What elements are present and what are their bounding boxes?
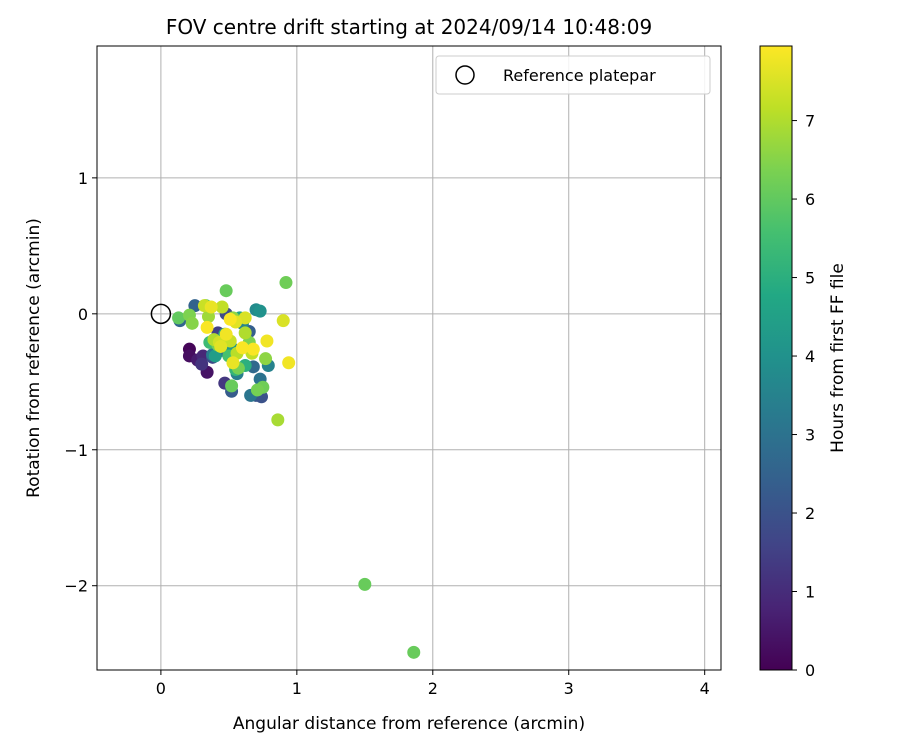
legend-entry-label: Reference platepar: [503, 66, 656, 85]
scatter-point: [238, 326, 252, 340]
y-tick-label: −2: [64, 577, 88, 596]
colorbar: 0 1 2 3 4 5 6 7 Hours from first FF file: [759, 45, 848, 680]
scatter-point: [219, 284, 233, 298]
y-axis-ticks: −2 −1 0 1: [64, 169, 97, 596]
plot-area-frame: [96, 45, 722, 671]
chart-title: FOV centre drift starting at 2024/09/14 …: [166, 15, 652, 39]
legend-box: [435, 55, 711, 95]
scatter-point: [225, 379, 239, 393]
x-tick-label: 0: [156, 679, 166, 698]
colorbar-gradient: [759, 45, 793, 671]
scatter-point: [259, 352, 273, 366]
scatter-point: [253, 304, 267, 318]
scatter-point: [204, 300, 218, 314]
y-tick-label: 1: [78, 169, 88, 188]
scatter-point: [185, 316, 199, 330]
y-tick-label: −1: [64, 441, 88, 460]
x-axis-ticks: 0 1 2 3 4: [156, 670, 710, 698]
scatter-point: [246, 342, 260, 356]
x-tick-label: 1: [292, 679, 302, 698]
scatter-point: [279, 276, 293, 290]
data-points: [172, 276, 421, 659]
reference-marker: [150, 303, 172, 325]
colorbar-tick-label: 7: [805, 112, 815, 131]
scatter-point: [223, 312, 237, 326]
scatter-point: [260, 334, 274, 348]
y-axis-label: Rotation from reference (arcmin): [24, 218, 44, 498]
colorbar-tick-label: 5: [805, 269, 815, 288]
scatter-point: [214, 339, 228, 353]
colorbar-tick-label: 6: [805, 190, 815, 209]
legend-reference-marker: [455, 65, 475, 85]
x-axis-label: Angular distance from reference (arcmin): [233, 714, 585, 734]
colorbar-ticks: 0 1 2 3 4 5 6 7: [792, 112, 815, 680]
colorbar-tick-label: 3: [805, 426, 815, 445]
scatter-point: [407, 645, 421, 659]
x-tick-label: 4: [700, 679, 710, 698]
y-tick-label: 0: [78, 305, 88, 324]
scatter-point: [271, 413, 285, 427]
scatter-point: [172, 311, 186, 325]
colorbar-tick-label: 4: [805, 347, 815, 366]
scatter-point: [208, 349, 222, 363]
grid-lines: [97, 46, 721, 670]
colorbar-tick-label: 1: [805, 583, 815, 602]
scatter-point: [200, 320, 214, 334]
scatter-point: [235, 341, 249, 355]
reference-platepar-point: [150, 303, 172, 325]
scatter-point: [226, 356, 240, 370]
scatter-point: [195, 357, 209, 371]
colorbar-tick-label: 2: [805, 504, 815, 523]
x-tick-label: 2: [428, 679, 438, 698]
colorbar-label: Hours from first FF file: [828, 263, 848, 453]
scatter-point: [282, 356, 296, 370]
scatter-point: [250, 383, 264, 397]
scatter-point: [215, 300, 229, 314]
scatter-point: [276, 314, 290, 328]
legend: Reference platepar: [435, 55, 711, 95]
x-tick-label: 3: [564, 679, 574, 698]
scatter-point: [358, 577, 372, 591]
scatter-point: [188, 299, 202, 313]
colorbar-tick-label: 0: [805, 661, 815, 680]
scatter-point: [219, 327, 233, 341]
